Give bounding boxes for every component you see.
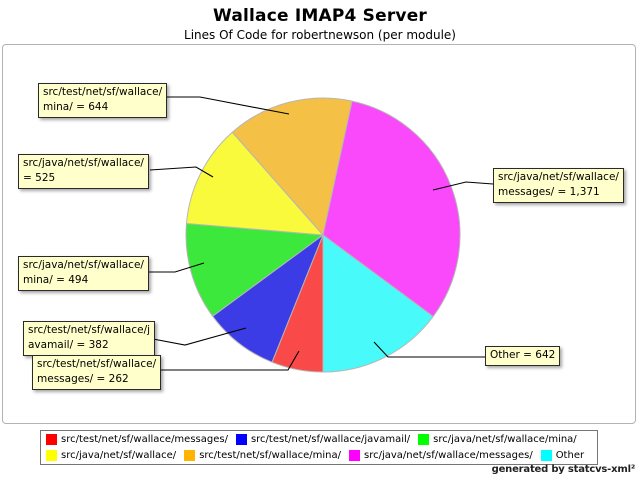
legend-item-5: src/java/net/sf/wallace/messages/ [348, 450, 533, 462]
legend-item-4: src/test/net/sf/wallace/mina/ [184, 450, 341, 462]
pie-slice-6 [322, 234, 434, 373]
legend-swatch-icon [46, 450, 57, 462]
legend-swatch-icon [184, 450, 196, 462]
legend-item-6: Other [540, 450, 585, 462]
callout-test-javamail: src/test/net/sf/wallace/j avamail/ = 382 [23, 321, 156, 357]
legend-label: src/test/net/sf/wallace/messages/ [61, 433, 228, 445]
callout-leader-line [160, 350, 300, 371]
callout-leader-line [148, 262, 205, 273]
legend-swatch-icon [418, 433, 430, 445]
callout-leader-line [432, 181, 494, 191]
callout-leader-line [157, 96, 290, 115]
pie-slice-4 [231, 97, 353, 237]
legend-label: src/java/net/sf/wallace/mina/ [433, 433, 577, 445]
legend: src/test/net/sf/wallace/messages/src/tes… [40, 430, 598, 465]
legend-row-1: src/test/net/sf/wallace/messages/src/tes… [46, 431, 597, 448]
callout-java-messages: src/java/net/sf/wallace/ messages/ = 1,3… [493, 168, 624, 204]
pie-slice-5 [322, 100, 461, 318]
legend-row-2: src/java/net/sf/wallace/src/test/net/sf/… [46, 448, 597, 465]
legend-swatch-icon [540, 450, 552, 462]
pie-slice-2 [185, 222, 325, 317]
pie-slice-3 [185, 131, 325, 236]
legend-label: src/test/net/sf/wallace/mina/ [199, 450, 341, 462]
callout-leader-line [149, 166, 214, 178]
callout-test-mina: src/test/net/sf/wallace/ mina/ = 644 [38, 83, 168, 119]
legend-item-1: src/test/net/sf/wallace/javamail/ [235, 433, 411, 445]
callout-leader-line [373, 341, 485, 358]
callout-leader-line [152, 327, 247, 346]
callout-other: Other = 642 [485, 346, 561, 367]
legend-swatch-icon [46, 433, 57, 445]
legend-label: src/java/net/sf/wallace/messages/ [363, 450, 533, 462]
legend-label: Other [555, 450, 585, 462]
page-subtitle: Lines Of Code for robertnewson (per modu… [184, 28, 456, 42]
generator-credit: generated by statcvs-xml² [491, 464, 636, 475]
legend-item-0: src/test/net/sf/wallace/messages/ [46, 433, 228, 445]
legend-swatch-icon [235, 433, 247, 445]
callout-java-mina: src/java/net/sf/wallace/ mina/ = 494 [18, 256, 149, 292]
legend-label: src/test/net/sf/wallace/javamail/ [250, 433, 411, 445]
legend-item-3: src/java/net/sf/wallace/ [46, 450, 177, 462]
callout-java-wallace: src/java/net/sf/wallace/ = 525 [18, 154, 149, 190]
legend-item-2: src/java/net/sf/wallace/mina/ [418, 433, 577, 445]
page-title: Wallace IMAP4 Server [212, 6, 428, 26]
legend-label: src/java/net/sf/wallace/ [61, 450, 177, 462]
plot-area-border [2, 44, 636, 424]
callout-test-messages: src/test/net/sf/wallace/ messages/ = 262 [32, 355, 162, 391]
legend-swatch-icon [348, 450, 360, 462]
